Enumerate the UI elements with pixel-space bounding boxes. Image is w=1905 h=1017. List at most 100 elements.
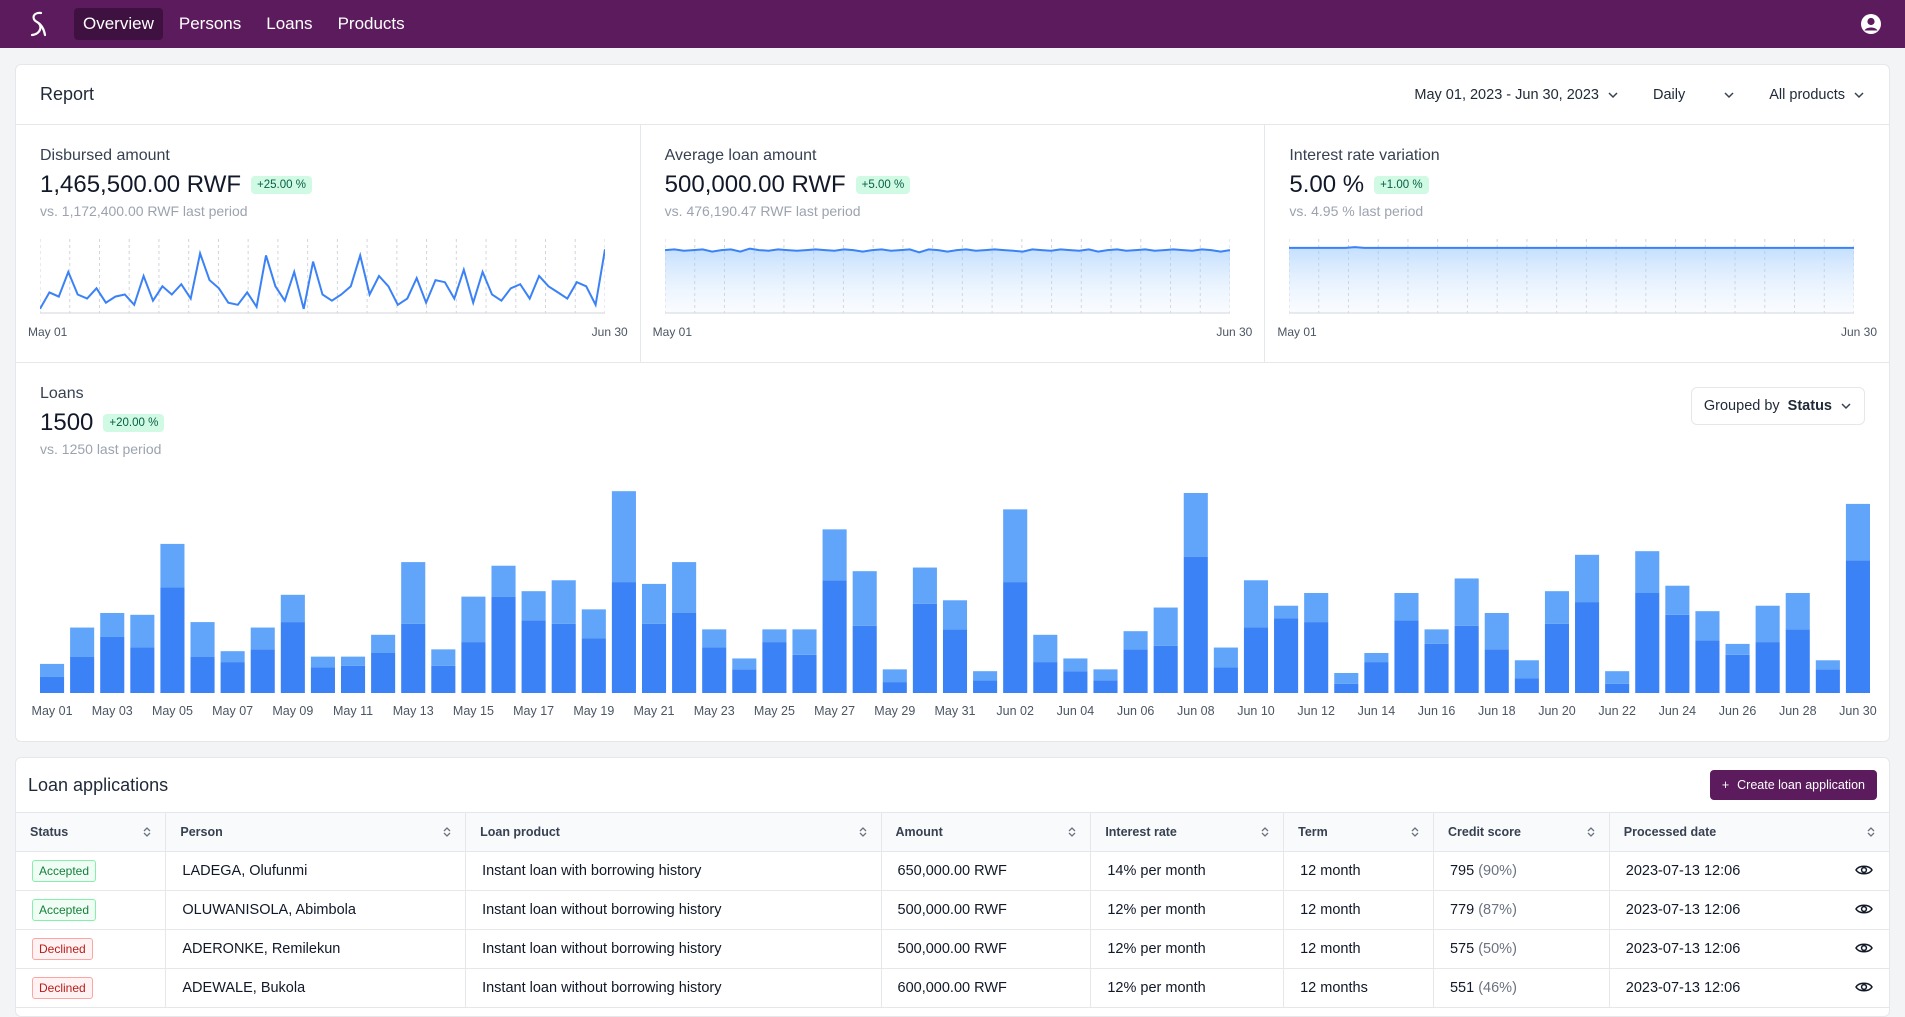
x-tick-label: May 27: [814, 704, 855, 718]
date-range-select[interactable]: May 01, 2023 - Jun 30, 2023: [1414, 87, 1619, 103]
metric-value: 1,465,500.00 RWF: [40, 171, 242, 198]
x-tick-label: May 23: [694, 704, 735, 718]
metric-label: Interest rate variation: [1289, 147, 1440, 164]
nav-item-persons[interactable]: Persons: [178, 14, 242, 33]
bar-segment-primary: [1514, 678, 1539, 693]
nav-item-overview[interactable]: Overview: [74, 8, 163, 40]
applications-table: Status Person Loan product Amount Interest r…: [16, 812, 1889, 1008]
sort-icon[interactable]: [1587, 826, 1595, 838]
x-tick-label: May 19: [573, 704, 614, 718]
x-tick-label: May 05: [152, 704, 193, 718]
table-row[interactable]: Accepted OLUWANISOLA, Abimbola Instant loa…: [16, 890, 1889, 930]
product-select[interactable]: All products: [1769, 87, 1865, 103]
rate-cell: 12% per month: [1090, 968, 1285, 1008]
column-header-label: Term: [1298, 825, 1328, 839]
bar-segment-primary: [641, 623, 667, 693]
metric-average-loan-amount: Average loan amount 500,000.00 RWF +5.00…: [641, 125, 1266, 362]
user-circle-icon[interactable]: [1859, 12, 1883, 36]
bar-segment-secondary: [852, 571, 877, 626]
bar-segment-primary: [1033, 662, 1058, 693]
credit-score-percent: (87%): [1478, 902, 1517, 918]
axis-start-label: May 01: [1277, 325, 1317, 339]
bar-segment-primary: [1304, 622, 1329, 693]
nav-item-loans[interactable]: Loans: [266, 14, 313, 33]
bar-segment-secondary: [1153, 607, 1178, 646]
amount-cell: 650,000.00 RWF: [881, 851, 1092, 891]
person-cell: ADEWALE, Bukola: [165, 968, 467, 1008]
bar-segment-secondary: [973, 671, 998, 681]
column-header[interactable]: Amount: [881, 812, 1092, 852]
bar-segment-primary: [1665, 614, 1690, 693]
table-row[interactable]: Accepted LADEGA, Olufunmi Instant loan wit…: [16, 851, 1889, 891]
bar-segment-primary: [1213, 667, 1238, 693]
interval-select[interactable]: Daily: [1653, 87, 1735, 103]
column-header[interactable]: Credit score: [1433, 812, 1610, 852]
x-tick-label: May 11: [333, 704, 373, 718]
bar-segment-primary: [280, 622, 305, 693]
sort-icon[interactable]: [1261, 826, 1269, 838]
column-header-label: Loan product: [480, 825, 560, 839]
bar-segment-primary: [581, 638, 606, 693]
sort-icon[interactable]: [1867, 826, 1875, 838]
nav-item-products[interactable]: Products: [337, 14, 405, 33]
x-tick-label: May 09: [272, 704, 313, 718]
bar-segment-primary: [130, 647, 155, 693]
bar-segment-primary: [491, 596, 516, 693]
column-header[interactable]: Loan product: [465, 812, 882, 852]
column-header[interactable]: Person: [165, 812, 467, 852]
bar-segment-secondary: [1755, 605, 1780, 643]
column-header[interactable]: Status: [16, 812, 167, 852]
bar-segment-primary: [1484, 649, 1509, 693]
term-cell: 12 month: [1283, 890, 1434, 930]
bar-segment-primary: [912, 603, 937, 693]
x-tick-label: Jun 20: [1538, 704, 1576, 718]
bar-segment-secondary: [340, 656, 366, 666]
sort-icon[interactable]: [859, 826, 867, 838]
bar-segment-secondary: [1665, 585, 1690, 615]
bar-segment-secondary: [672, 562, 697, 613]
eye-icon[interactable]: [1855, 980, 1873, 994]
product-cell: Instant loan without borrowing history: [465, 968, 882, 1008]
x-tick-label: May 21: [634, 704, 675, 718]
bar-segment-primary: [1394, 620, 1419, 693]
table-row[interactable]: Declined ADERONKE, Remilekun Instant loan …: [16, 929, 1889, 969]
bar-segment-secondary: [1364, 653, 1389, 663]
bar-segment-secondary: [220, 651, 245, 663]
eye-icon[interactable]: [1855, 941, 1873, 955]
sort-icon[interactable]: [1411, 826, 1419, 838]
group-by-value: Status: [1787, 398, 1832, 414]
bar-segment-secondary: [912, 567, 937, 604]
column-header[interactable]: Processed date: [1609, 812, 1889, 852]
bar-segment-primary: [1003, 582, 1028, 693]
bar-segment-secondary: [792, 629, 817, 655]
term-cell: 12 months: [1283, 968, 1434, 1008]
bar-segment-secondary: [1484, 613, 1509, 650]
metric-interest-rate-variation: Interest rate variation 5.00 % +1.00 % v…: [1265, 125, 1889, 362]
column-header[interactable]: Term: [1283, 812, 1434, 852]
table-row[interactable]: Declined ADEWALE, Bukola Instant loan with…: [16, 968, 1889, 1008]
eye-icon[interactable]: [1855, 863, 1873, 877]
bar-segment-primary: [1845, 560, 1870, 693]
sort-icon[interactable]: [143, 826, 151, 838]
chevron-down-icon: [1724, 91, 1734, 98]
logo-s-icon[interactable]: [22, 9, 52, 39]
loans-bar-chart: May 01 May 03 May 05 May 07 May 09 May 11 May …: [32, 491, 1877, 718]
eye-icon[interactable]: [1855, 902, 1873, 916]
sort-icon[interactable]: [443, 826, 451, 838]
bar-segment-primary: [1695, 640, 1720, 693]
axis-start-label: May 01: [28, 325, 68, 339]
bar-segment-primary: [732, 669, 757, 693]
create-loan-application-button[interactable]: + Create loan application: [1709, 770, 1877, 800]
column-header[interactable]: Interest rate: [1090, 812, 1285, 852]
sort-icon[interactable]: [1068, 826, 1076, 838]
interest-rate-sparkline: [1289, 239, 1855, 314]
bar-segment-secondary: [1183, 493, 1208, 557]
bar-segment-secondary: [1304, 593, 1329, 623]
bar-segment-primary: [1424, 643, 1449, 693]
create-button-label: Create loan application: [1737, 778, 1865, 792]
bar-segment-secondary: [40, 663, 65, 677]
bar-segment-secondary: [1544, 591, 1570, 624]
bar-segment-primary: [1544, 623, 1570, 693]
group-by-select[interactable]: Grouped by Status: [1690, 387, 1865, 425]
bar-segment-primary: [1364, 662, 1389, 693]
